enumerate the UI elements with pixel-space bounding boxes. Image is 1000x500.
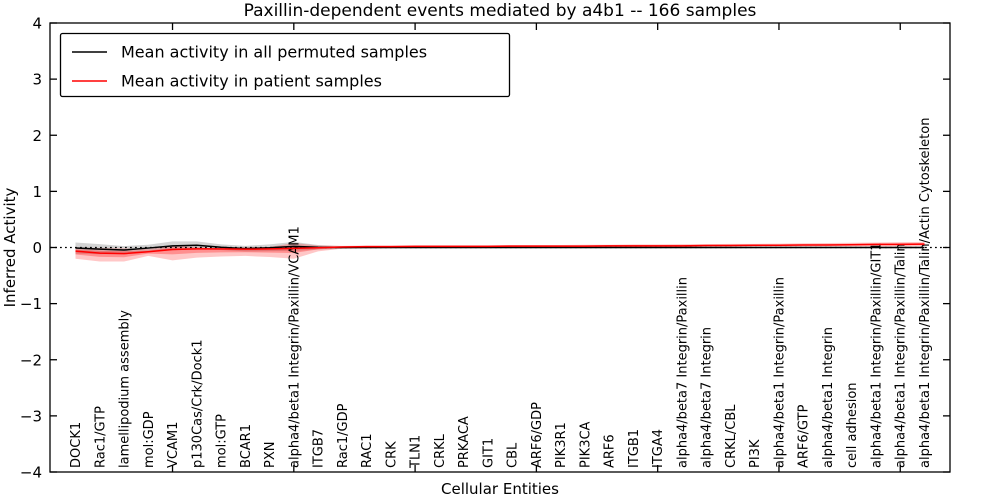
patient-mean-line [75, 243, 925, 255]
legend-box [59, 32, 511, 98]
x-tick-label: CRKL/CBL [724, 404, 739, 468]
x-tick-label: CRK [384, 441, 399, 468]
legend-label-patient: Mean activity in patient samples [121, 72, 382, 91]
x-tick-label: Rac1/GDP [336, 403, 351, 468]
chart-title: Paxillin-dependent events mediated by a4… [244, 1, 757, 21]
x-tick-label: DOCK1 [69, 422, 84, 468]
x-tick-label: PXN [263, 442, 278, 468]
x-tick-label: CBL [506, 442, 521, 468]
legend: Mean activity in all permuted samples Me… [59, 32, 511, 98]
y-tick-label: −1 [20, 295, 42, 313]
y-axis-label: Inferred Activity [1, 187, 19, 307]
x-tick-label: ITGB7 [312, 429, 327, 468]
x-tick-label: mol:GTP [215, 414, 230, 468]
x-tick-label: PIK3CA [578, 421, 593, 468]
x-tick-label: alpha4/beta7 Integrin [700, 327, 715, 468]
y-tick-label: 2 [32, 127, 42, 145]
plot-area: DOCK1 Rac1/GTP lamellipodium assembly mol:G… [20, 15, 951, 482]
x-tick-label: GIT1 [481, 438, 496, 468]
y-tick-label: 4 [32, 15, 42, 33]
x-axis-label: Cellular Entities [441, 480, 559, 498]
y-tick-label: −4 [20, 464, 42, 482]
x-tick-label: PIK3R1 [554, 422, 569, 468]
x-tick-label: ARF6/GDP [530, 402, 545, 468]
x-tick-label: mol:GDP [142, 411, 157, 468]
y-tick-label: 1 [32, 183, 42, 201]
x-tick-label: alpha4/beta1 Integrin/Paxillin/VCAM1 [287, 226, 302, 468]
x-tick-label: ITGA4 [651, 429, 666, 468]
x-tick-label: lamellipodium assembly [118, 310, 133, 468]
x-tick-label: ITGB1 [627, 429, 642, 468]
x-tick-label: ARF6 [603, 434, 618, 468]
x-tick-label: ARF6/GTP [797, 404, 812, 468]
y-tick-label: 3 [32, 71, 42, 89]
x-tick-label: PI3K [748, 439, 763, 468]
x-tick-label: BCAR1 [239, 424, 254, 468]
x-tick-label: Rac1/GTP [93, 406, 108, 468]
x-tick-label: CRKL [433, 433, 448, 468]
x-tick-label: alpha4/beta1 Integrin/Paxillin/GIT1 [869, 242, 884, 468]
y-tick-label: −3 [20, 407, 42, 425]
x-tick-label: alpha4/beta1 Integrin/Paxillin/Talin [894, 243, 909, 468]
permuted-mean-line [75, 244, 925, 251]
legend-label-permuted: Mean activity in all permuted samples [121, 43, 427, 62]
x-tick-label: PRKACA [457, 416, 472, 468]
x-tick-label: alpha4/beta1 Integrin/Paxillin [772, 277, 787, 468]
x-tick-label: alpha4/beta7 Integrin/Paxillin [675, 277, 690, 468]
x-tick-label: alpha4/beta1 Integrin/Paxillin/Talin/Act… [918, 118, 933, 468]
x-tick-label: RAC1 [360, 433, 375, 468]
x-tick-label: TLN1 [409, 435, 424, 469]
x-tick-label: VCAM1 [166, 422, 181, 468]
x-tick-label: alpha4/beta1 Integrin [821, 327, 836, 468]
x-tick-label: cell adhesion [845, 382, 860, 468]
y-tick-label: 0 [32, 239, 42, 257]
x-tick-label: p130Cas/Crk/Dock1 [190, 339, 205, 468]
y-tick-label: −2 [20, 351, 42, 369]
